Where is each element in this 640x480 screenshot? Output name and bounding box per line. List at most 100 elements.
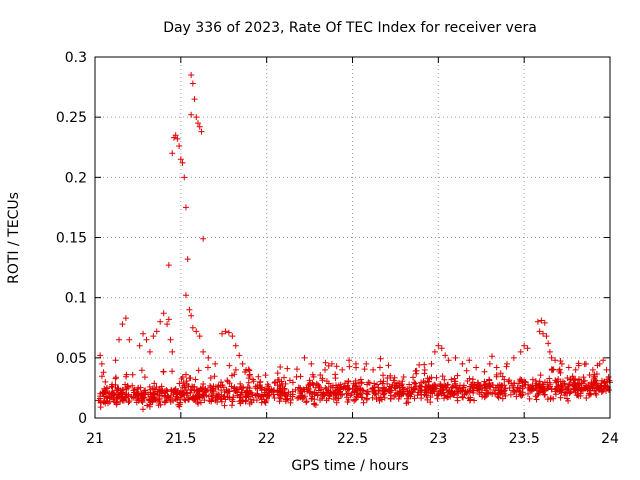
- data-point: [100, 369, 107, 376]
- data-point: [201, 397, 208, 404]
- data-point: [373, 391, 380, 398]
- data-point: [433, 385, 440, 392]
- data-point: [179, 374, 186, 381]
- data-point: [442, 352, 449, 359]
- data-point: [287, 391, 294, 398]
- data-point: [123, 373, 130, 380]
- data-point: [418, 395, 425, 402]
- data-point: [557, 387, 564, 394]
- data-point: [137, 384, 144, 391]
- data-point: [189, 394, 196, 401]
- data-point: [586, 390, 593, 397]
- data-point: [138, 367, 145, 374]
- data-point: [510, 354, 517, 361]
- data-point: [98, 360, 105, 367]
- data-point: [557, 394, 564, 401]
- data-point: [182, 292, 189, 299]
- data-point: [221, 402, 228, 409]
- data-point: [536, 328, 543, 335]
- data-point: [517, 348, 524, 355]
- data-point: [464, 377, 471, 384]
- data-point: [117, 390, 124, 397]
- data-point: [249, 376, 256, 383]
- data-point: [276, 376, 283, 383]
- data-point: [385, 362, 392, 369]
- data-point: [317, 397, 324, 404]
- data-point: [173, 390, 180, 397]
- data-point: [572, 376, 579, 383]
- data-point: [500, 388, 507, 395]
- data-point: [486, 377, 493, 384]
- data-point: [510, 387, 517, 394]
- data-point: [356, 379, 363, 386]
- data-point: [255, 373, 262, 380]
- data-point: [274, 387, 281, 394]
- data-point: [325, 362, 332, 369]
- data-point: [195, 400, 202, 407]
- data-point: [471, 383, 478, 390]
- data-point: [482, 381, 489, 388]
- data-point: [569, 382, 576, 389]
- data-point: [603, 366, 610, 373]
- data-point: [455, 390, 462, 397]
- data-point: [116, 336, 123, 343]
- data-point: [142, 387, 149, 394]
- data-point: [473, 364, 480, 371]
- data-point: [189, 324, 196, 331]
- data-point: [168, 386, 175, 393]
- data-point: [303, 398, 310, 405]
- data-point: [418, 386, 425, 393]
- data-point: [565, 381, 572, 388]
- data-point: [540, 330, 547, 337]
- data-point: [563, 395, 570, 402]
- data-point: [427, 394, 434, 401]
- data-point: [424, 375, 431, 382]
- data-point: [427, 399, 434, 406]
- data-point: [328, 360, 335, 367]
- data-point: [369, 386, 376, 393]
- data-point: [467, 394, 474, 401]
- data-point: [299, 395, 306, 402]
- data-point: [146, 383, 153, 390]
- data-point: [264, 381, 271, 388]
- data-point: [162, 398, 169, 405]
- data-point: [580, 374, 587, 381]
- data-point: [232, 342, 239, 349]
- data-point: [507, 391, 514, 398]
- data-point: [448, 376, 455, 383]
- data-point: [294, 395, 301, 402]
- data-point: [439, 373, 446, 380]
- data-point: [568, 388, 575, 395]
- data-point: [390, 377, 397, 384]
- data-point: [519, 391, 526, 398]
- data-point: [153, 383, 160, 390]
- data-point: [174, 396, 181, 403]
- data-point: [261, 386, 268, 393]
- data-point: [332, 375, 339, 382]
- data-point: [537, 381, 544, 388]
- data-point: [557, 357, 564, 364]
- data-point: [496, 381, 503, 388]
- y-tick-label: 0.05: [56, 351, 87, 367]
- data-point: [239, 360, 246, 367]
- data-point: [411, 379, 418, 386]
- data-point: [445, 357, 452, 364]
- data-point: [293, 366, 300, 373]
- data-point: [109, 384, 116, 391]
- data-point: [122, 315, 129, 322]
- data-point: [189, 383, 196, 390]
- data-point: [114, 395, 121, 402]
- data-point: [183, 387, 190, 394]
- data-point: [557, 378, 564, 385]
- data-point: [180, 379, 187, 386]
- data-point: [158, 392, 165, 399]
- y-tick-label: 0.15: [56, 231, 87, 247]
- data-point: [364, 391, 371, 398]
- data-point: [274, 382, 281, 389]
- data-point: [561, 389, 568, 396]
- data-point: [135, 390, 142, 397]
- data-point: [333, 399, 340, 406]
- data-point: [200, 380, 207, 387]
- data-point: [243, 366, 250, 373]
- data-point: [586, 387, 593, 394]
